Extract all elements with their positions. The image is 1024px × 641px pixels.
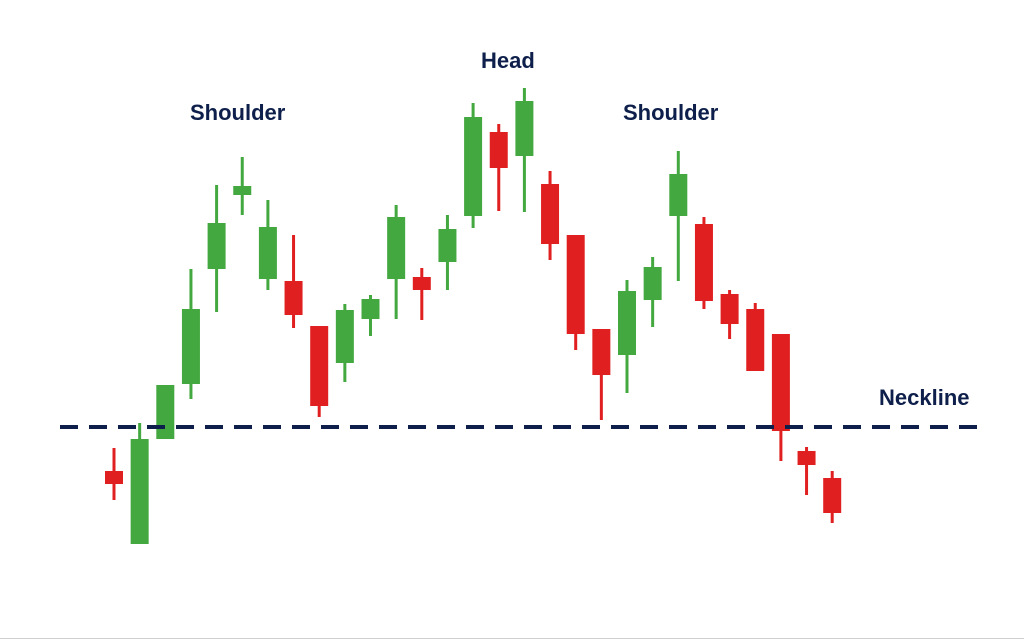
bearish-candle-body — [797, 451, 816, 465]
bullish-candle-body — [156, 385, 175, 439]
bullish-candle-body — [258, 227, 277, 279]
bullish-candle-body — [643, 267, 662, 300]
bearish-candle-body — [310, 326, 329, 406]
neckline-annotation: Neckline — [879, 385, 970, 410]
bearish-candle-body — [592, 329, 611, 375]
bullish-candle-body — [669, 174, 688, 216]
bearish-candle-body — [489, 132, 508, 168]
bearish-candle-body — [771, 334, 790, 431]
bearish-candle-body — [823, 478, 842, 513]
bearish-candle-body — [746, 309, 765, 371]
bullish-candle-body — [387, 217, 406, 279]
bullish-candle-body — [335, 310, 354, 363]
bearish-candle-body — [105, 471, 123, 484]
bullish-candle-body — [130, 439, 149, 544]
right-shoulder-annotation: Shoulder — [623, 100, 719, 125]
bullish-candle-body — [438, 229, 457, 262]
bullish-candle-body — [361, 299, 380, 319]
bullish-candle-body — [464, 117, 483, 216]
left-shoulder-annotation: Shoulder — [190, 100, 286, 125]
bullish-candle-body — [618, 291, 636, 355]
bearish-candle-body — [720, 294, 739, 324]
candles-group — [105, 88, 842, 544]
bearish-candle-body — [412, 277, 431, 290]
bullish-candle-body — [207, 223, 226, 269]
bearish-candle-body — [694, 224, 713, 301]
bottom-divider — [0, 638, 1024, 639]
bullish-candle-body — [233, 186, 252, 195]
bearish-candle-body — [541, 184, 560, 244]
bullish-candle-body — [181, 309, 200, 384]
bearish-candle-body — [284, 281, 303, 315]
head-annotation: Head — [481, 48, 535, 73]
bullish-candle-body — [515, 101, 534, 156]
bearish-candle-body — [566, 235, 585, 334]
